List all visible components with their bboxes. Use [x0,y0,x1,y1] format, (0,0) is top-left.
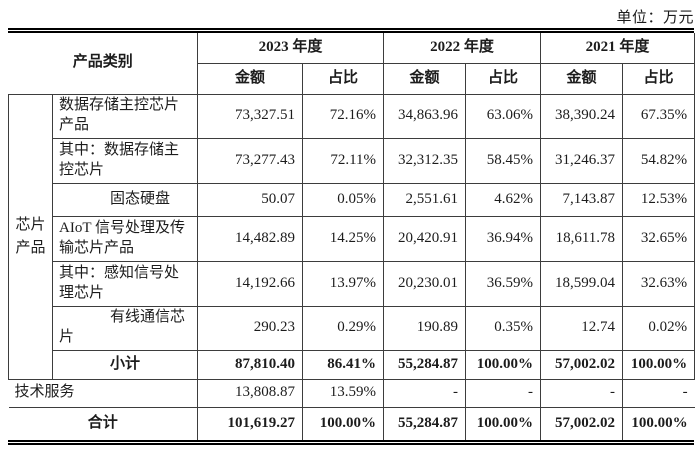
year-header-2022: 2022 年度 [383,33,542,64]
ratio-cell: 0.35% [465,305,542,351]
ratio-cell: 4.62% [465,182,542,217]
total-row: 合计 101,619.27 100.00% 55,284.87 100.00% … [8,406,695,440]
unit-label: 单位：万元 [616,10,694,26]
ratio-cell: - [622,378,695,408]
ratio-cell: 54.82% [622,137,696,184]
service-row: 技术服务 13,808.87 13.59% - - - - [8,378,695,408]
table-row: 有线通信芯片 290.23 0.29% 190.89 0.35% 12.74 0… [9,305,696,351]
header-row-years: 产品类别 2023 年度 2022 年度 2021 年度 [8,33,696,95]
ratio-header-2022: 占比 [465,62,542,95]
table-row: 其中：感知信号处理芯片 14,192.66 13.97% 20,230.01 3… [9,260,696,307]
ratio-cell: 13.97% [302,260,385,307]
ratio-cell: 100.00% [465,406,542,440]
amount-cell: 18,611.78 [540,215,624,262]
ratio-cell: 72.11% [302,137,385,184]
ratio-cell: 63.06% [465,93,542,139]
table-row: 芯片产品 数据存储主控芯片产品 73,327.51 72.16% 34,863.… [8,93,696,380]
amount-cell: 290.23 [197,305,304,351]
ratio-cell: 100.00% [622,349,696,380]
ratio-cell: 58.45% [465,137,542,184]
amount-cell: 101,619.27 [197,406,304,440]
ratio-cell: 14.25% [302,215,385,262]
amount-cell: - [383,378,467,408]
year-header-2023: 2023 年度 [197,33,385,64]
subtotal-label: 小计 [51,349,199,380]
service-row-label: 技术服务 [8,378,199,408]
ratio-header-2023: 占比 [302,62,385,95]
amount-cell: 50.07 [197,182,304,217]
ratio-cell: 0.05% [302,182,385,217]
amount-cell: 73,277.43 [197,137,304,184]
amount-cell: 73,327.51 [197,93,304,139]
ratio-cell: 32.63% [622,260,696,307]
amount-cell: 7,143.87 [540,182,624,217]
ratio-cell: - [465,378,542,408]
amount-cell: 14,482.89 [197,215,304,262]
amount-header-2021: 金额 [540,62,624,95]
amount-cell: - [540,378,624,408]
total-row-label: 合计 [8,406,199,440]
row-label: 有线通信芯片 [51,305,199,351]
table-row: AIoT 信号处理及传输芯片产品 14,482.89 14.25% 20,420… [9,215,696,262]
ratio-cell: 13.59% [302,378,385,408]
ratio-cell: 36.59% [465,260,542,307]
amount-cell: 190.89 [383,305,467,351]
ratio-cell: 12.53% [622,182,696,217]
ratio-cell: 0.02% [622,305,696,351]
row-label: 其中：数据存储主控芯片 [51,137,199,184]
amount-cell: 34,863.96 [383,93,467,139]
category-header-cell: 产品类别 [8,33,199,95]
amount-cell: 55,284.87 [383,406,467,440]
table-row: 其中：数据存储主控芯片 73,277.43 72.11% 32,312.35 5… [9,137,696,184]
amount-cell: 38,390.24 [540,93,624,139]
row-label: AIoT 信号处理及传输芯片产品 [51,215,199,262]
amount-cell: 18,599.04 [540,260,624,307]
amount-cell: 2,551.61 [383,182,467,217]
subtotal-row: 小计 87,810.40 86.41% 55,284.87 100.00% 57… [9,349,696,380]
ratio-cell: 86.41% [302,349,385,380]
year-header-2021: 2021 年度 [540,33,696,64]
row-group-label: 芯片产品 [8,93,53,380]
ratio-cell: 32.65% [622,215,696,262]
row-label: 数据存储主控芯片产品 [51,93,199,139]
table-row: 固态硬盘 50.07 0.05% 2,551.61 4.62% 7,143.87… [9,182,696,217]
amount-cell: 12.74 [540,305,624,351]
ratio-cell: 100.00% [465,349,542,380]
amount-cell: 87,810.40 [197,349,304,380]
amount-cell: 20,420.91 [383,215,467,262]
revenue-breakdown-table: 产品类别 2023 年度 2022 年度 2021 年度 金额 占比 金额 占比… [8,33,696,440]
revenue-table-wrapper: 产品类别 2023 年度 2022 年度 2021 年度 金额 占比 金额 占比… [8,28,696,445]
ratio-cell: 0.29% [302,305,385,351]
amount-cell: 57,002.02 [540,349,624,380]
amount-cell: 31,246.37 [540,137,624,184]
ratio-header-2021: 占比 [622,62,696,95]
amount-header-2022: 金额 [383,62,467,95]
amount-cell: 57,002.02 [540,406,624,440]
header-row-subcols: 金额 占比 金额 占比 金额 占比 [9,62,696,95]
row-label: 固态硬盘 [51,182,199,217]
amount-header-2023: 金额 [197,62,304,95]
ratio-cell: 100.00% [622,406,695,440]
amount-cell: 14,192.66 [197,260,304,307]
ratio-cell: 100.00% [302,406,385,440]
amount-cell: 13,808.87 [197,378,304,408]
ratio-cell: 67.35% [622,93,696,139]
ratio-cell: 72.16% [302,93,385,139]
row-label: 其中：感知信号处理芯片 [51,260,199,307]
amount-cell: 55,284.87 [383,349,467,380]
ratio-cell: 36.94% [465,215,542,262]
amount-cell: 32,312.35 [383,137,467,184]
amount-cell: 20,230.01 [383,260,467,307]
